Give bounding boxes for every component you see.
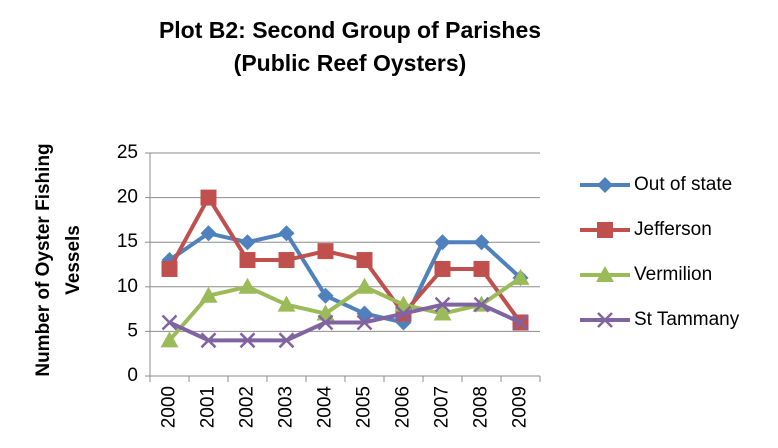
y-tick-label: 15 (117, 231, 138, 252)
legend-label: St Tammany (634, 309, 740, 330)
x-tick-label: 2003 (276, 386, 297, 428)
marker (473, 296, 490, 313)
x-tick-label: 2001 (198, 386, 219, 428)
y-tick-label: 25 (117, 142, 138, 163)
series-line (168, 302, 522, 343)
y-axis-label: Number of Oyster Fishing (33, 143, 54, 376)
marker (200, 332, 217, 349)
marker (434, 260, 451, 277)
marker (200, 189, 217, 206)
x-tick-label: 2000 (159, 386, 180, 428)
marker (278, 252, 295, 269)
series-line (167, 276, 522, 342)
marker (239, 252, 256, 269)
y-axis-label: Vessels (63, 225, 84, 295)
marker (239, 332, 256, 349)
series-line (168, 231, 522, 325)
marker (356, 314, 373, 331)
legend-label: Jefferson (634, 219, 712, 240)
marker (317, 243, 334, 260)
y-tick-label: 20 (117, 187, 138, 208)
marker (199, 286, 218, 303)
legend-label: Vermilion (634, 264, 712, 285)
marker (597, 222, 613, 238)
marker (317, 287, 334, 304)
marker (395, 305, 412, 322)
y-tick-label: 10 (117, 276, 138, 297)
x-tick-label: 2009 (510, 386, 531, 428)
marker (278, 332, 295, 349)
marker (239, 234, 256, 251)
x-tick-label: 2005 (354, 386, 375, 428)
marker (434, 234, 451, 251)
marker (355, 277, 374, 294)
chart-title: (Public Reef Oysters) (234, 50, 467, 76)
y-tick-label: 5 (127, 320, 138, 341)
marker (278, 225, 295, 242)
marker (161, 314, 178, 331)
y-tick-label: 0 (127, 365, 138, 386)
x-tick-label: 2008 (471, 386, 492, 428)
legend-label: Out of state (634, 174, 732, 195)
marker (511, 268, 530, 285)
marker (512, 314, 529, 331)
x-tick-label: 2004 (315, 386, 336, 429)
marker (473, 260, 490, 277)
marker (473, 234, 490, 251)
chart-title: Plot B2: Second Group of Parishes (159, 17, 541, 43)
marker (277, 295, 296, 312)
series-line (167, 195, 523, 324)
marker (238, 277, 257, 294)
marker (433, 304, 452, 321)
marker (160, 331, 179, 348)
marker (356, 252, 373, 269)
marker (317, 314, 334, 331)
x-tick-label: 2007 (432, 386, 453, 428)
x-tick-label: 2002 (237, 386, 258, 428)
marker (161, 260, 178, 277)
marker (596, 266, 614, 282)
marker (597, 177, 613, 193)
marker (597, 312, 613, 328)
marker (434, 296, 451, 313)
x-tick-label: 2006 (393, 386, 414, 428)
marker (200, 225, 217, 242)
